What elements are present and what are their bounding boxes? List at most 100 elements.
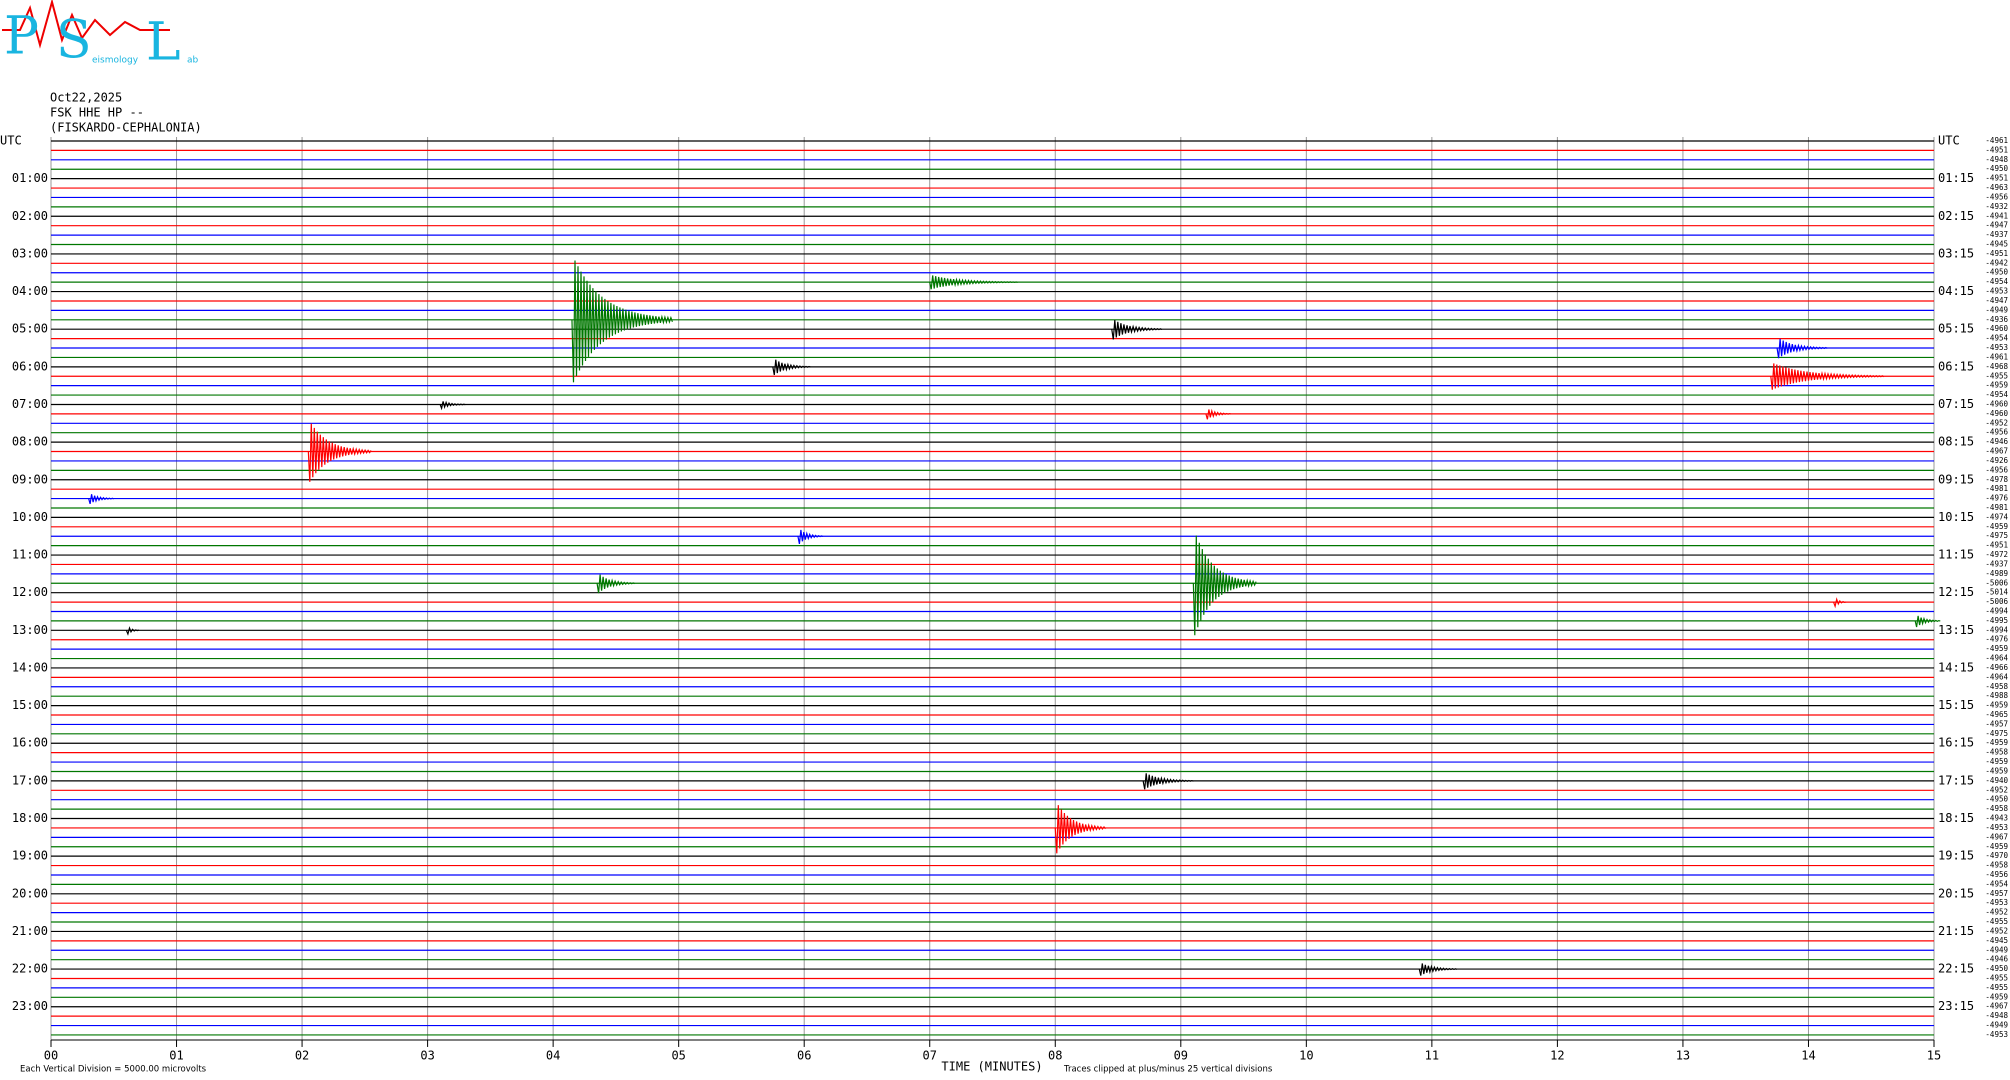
- row-end-label: 07:15: [1938, 397, 1974, 411]
- offset-label: -4945: [1985, 240, 2008, 249]
- row-time-label: 03:00: [12, 246, 48, 260]
- row-time-label: 14:00: [12, 660, 48, 674]
- x-tick-label: 10: [1299, 1049, 1313, 1063]
- offset-label: -4966: [1985, 663, 2008, 672]
- row-end-label: 16:15: [1938, 736, 1974, 750]
- clip-note: Traces clipped at plus/minus 25 vertical…: [1063, 1065, 1273, 1075]
- offset-label: -4951: [1985, 174, 2008, 183]
- offset-label: -4975: [1985, 531, 2008, 540]
- offset-label: -4954: [1985, 390, 2008, 399]
- seismic-event: [439, 400, 466, 411]
- row-end-label: 09:15: [1938, 472, 1974, 486]
- offset-label: -4956: [1985, 465, 2008, 474]
- offset-label: -4954: [1985, 277, 2008, 286]
- offset-label: -4961: [1985, 136, 2008, 145]
- offset-label: -4955: [1985, 371, 2008, 380]
- offset-label: -4946: [1985, 955, 2008, 964]
- offset-label: -4926: [1985, 456, 2008, 465]
- row-end-label: 17:15: [1938, 773, 1974, 787]
- offset-label: -4957: [1985, 889, 2008, 898]
- offset-label: -4960: [1985, 409, 2008, 418]
- offset-label: -4951: [1985, 145, 2008, 154]
- offset-label: -4965: [1985, 710, 2008, 719]
- x-tick-label: 15: [1927, 1049, 1941, 1063]
- row-end-label: 06:15: [1938, 359, 1974, 373]
- x-tick-label: 07: [923, 1049, 937, 1063]
- offset-label: -4978: [1985, 475, 2008, 484]
- logo-word: ab: [187, 56, 199, 66]
- seismic-event: [1054, 805, 1106, 854]
- offset-label: -4959: [1985, 644, 2008, 653]
- row-time-label: 04:00: [12, 284, 48, 298]
- offset-label: -4948: [1985, 1011, 2008, 1020]
- logo-word: eismology: [92, 56, 139, 66]
- seismic-event: [125, 626, 140, 636]
- offset-label: -4995: [1985, 616, 2008, 625]
- row-time-label: 23:00: [12, 999, 48, 1013]
- offset-label: -4950: [1985, 164, 2008, 173]
- offset-label: -4967: [1985, 832, 2008, 841]
- seismic-event: [596, 574, 635, 594]
- row-time-label: 06:00: [12, 359, 48, 373]
- row-time-label: 10:00: [12, 510, 48, 524]
- x-tick-label: 14: [1801, 1049, 1815, 1063]
- offset-label: -4959: [1985, 766, 2008, 775]
- logo-letter: P: [4, 7, 39, 67]
- row-end-label: 02:15: [1938, 209, 1974, 223]
- offset-label: -4946: [1985, 437, 2008, 446]
- row-time-label: 05:00: [12, 322, 48, 336]
- row-end-label: 23:15: [1938, 999, 1974, 1013]
- x-tick-label: 08: [1048, 1049, 1062, 1063]
- offset-label: -4953: [1985, 287, 2008, 296]
- scale-note: Each Vertical Division = 5000.00 microvo…: [20, 1065, 207, 1075]
- logo: P S L eismology ab: [2, 0, 199, 73]
- offset-label: -4981: [1985, 503, 2008, 512]
- seismic-event: [1192, 535, 1257, 636]
- seismic-event: [1833, 597, 1847, 609]
- x-tick-label: 06: [797, 1049, 811, 1063]
- seismic-event: [1418, 963, 1458, 976]
- offset-label: -4953: [1985, 823, 2008, 832]
- offset-label: -4974: [1985, 512, 2008, 521]
- offset-label: -4943: [1985, 814, 2008, 823]
- offset-label: -4994: [1985, 607, 2008, 616]
- x-tick-label: 03: [420, 1049, 434, 1063]
- offset-label: -4948: [1985, 155, 2008, 164]
- row-end-label: 19:15: [1938, 849, 1974, 863]
- offset-label: -4942: [1985, 258, 2008, 267]
- seismic-event: [307, 423, 372, 482]
- offset-label: -4976: [1985, 635, 2008, 644]
- offset-label: -4988: [1985, 691, 2008, 700]
- row-end-label: 04:15: [1938, 284, 1974, 298]
- offset-label: -4951: [1985, 541, 2008, 550]
- offset-label: -4964: [1985, 654, 2008, 663]
- seismic-event: [1776, 338, 1828, 359]
- row-time-label: UTC: [0, 134, 22, 148]
- x-tick-label: 13: [1676, 1049, 1690, 1063]
- offset-label: -4940: [1985, 776, 2008, 785]
- row-end-label: 13:15: [1938, 623, 1974, 637]
- offset-label: -4955: [1985, 917, 2008, 926]
- row-end-label: 21:15: [1938, 924, 1974, 938]
- offset-label: -4989: [1985, 569, 2008, 578]
- row-end-label: 10:15: [1938, 510, 1974, 524]
- row-end-label: 11:15: [1938, 548, 1974, 562]
- offset-label: -4955: [1985, 973, 2008, 982]
- row-time-label: 17:00: [12, 773, 48, 787]
- offset-label: -4937: [1985, 230, 2008, 239]
- row-time-label: 16:00: [12, 736, 48, 750]
- offset-label: -4941: [1985, 211, 2008, 220]
- offset-label: -4937: [1985, 559, 2008, 568]
- offset-label: -4959: [1985, 701, 2008, 710]
- row-time-label: 01:00: [12, 171, 48, 185]
- offset-label: -4956: [1985, 870, 2008, 879]
- row-time-label: 21:00: [12, 924, 48, 938]
- offset-label: -4967: [1985, 447, 2008, 456]
- offset-label: -4952: [1985, 418, 2008, 427]
- seismic-event: [929, 275, 1018, 290]
- offset-label: -4950: [1985, 964, 2008, 973]
- row-end-label: 20:15: [1938, 886, 1974, 900]
- row-time-label: 02:00: [12, 209, 48, 223]
- offset-label: -4958: [1985, 748, 2008, 757]
- row-end-label: 03:15: [1938, 246, 1974, 260]
